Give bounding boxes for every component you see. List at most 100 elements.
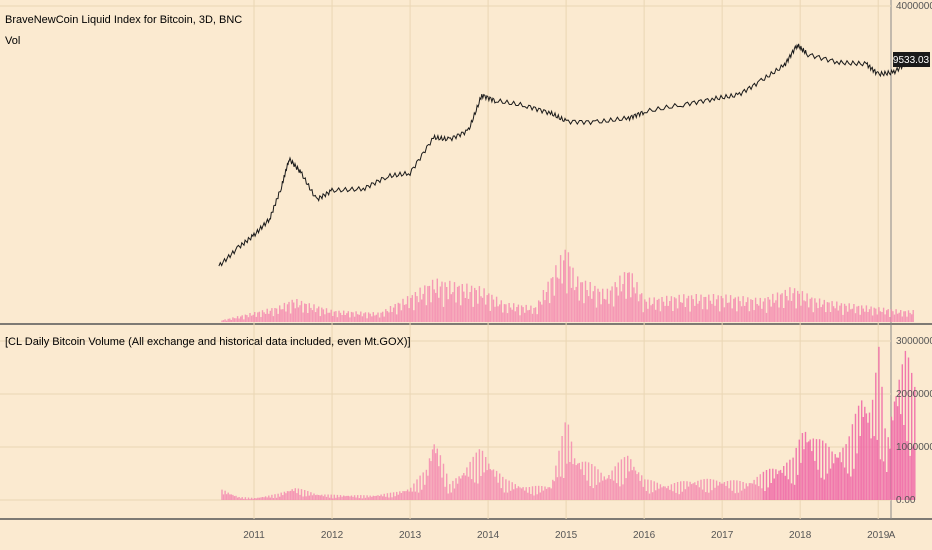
volume-bar: [820, 307, 822, 322]
volume-bar: [346, 313, 348, 322]
volume-bar: [511, 309, 513, 322]
volume-bar: [815, 302, 818, 322]
daily-volume-bar: [257, 497, 259, 500]
volume-bar: [339, 312, 342, 322]
volume-bar: [871, 315, 874, 322]
daily-volume-bar: [433, 444, 435, 500]
daily-volume-bar: [446, 473, 448, 500]
daily-volume-bar: [856, 453, 858, 500]
volume-bar: [912, 310, 914, 322]
daily-volume-bar: [893, 401, 896, 500]
volume-bar: [625, 298, 627, 322]
volume-bar: [452, 292, 454, 322]
daily-volume-bar: [467, 476, 470, 500]
volume-bar: [456, 286, 459, 322]
volume-bar: [753, 310, 755, 322]
daily-volume-bar: [722, 483, 724, 500]
volume-bar: [887, 309, 889, 322]
volume-bar: [800, 305, 802, 322]
daily-volume-bar: [756, 476, 758, 500]
daily-volume-bar: [759, 474, 761, 500]
daily-volume-bar: [524, 490, 526, 500]
daily-volume-bar: [598, 482, 601, 500]
volume-bar: [822, 304, 824, 322]
daily-volume-bar: [375, 495, 378, 500]
daily-volume-bar: [753, 479, 755, 500]
daily-volume-bar: [667, 485, 669, 500]
volume-bar: [252, 314, 254, 322]
volume-bar: [772, 293, 774, 322]
daily-volume-bar: [834, 454, 836, 500]
volume-bar: [225, 320, 228, 322]
volume-bar: [611, 286, 613, 322]
daily-volume-bar: [417, 492, 420, 500]
daily-volume-bar: [815, 439, 818, 500]
daily-volume-bar: [826, 473, 829, 500]
volume-bar: [485, 304, 487, 322]
volume-bar: [659, 311, 662, 322]
volume-bar: [474, 287, 476, 322]
daily-volume-bar: [339, 495, 342, 500]
daily-volume-bar: [758, 486, 760, 500]
volume-bar: [425, 305, 428, 322]
daily-volume-bar: [402, 491, 404, 500]
daily-volume-bar: [645, 491, 648, 500]
daily-volume-bar: [573, 458, 576, 500]
daily-volume-bar: [222, 494, 225, 500]
daily-volume-bar: [536, 494, 538, 500]
volume-bar: [845, 305, 847, 322]
volume-bar: [584, 280, 587, 322]
daily-volume-bar: [664, 486, 666, 500]
daily-volume-bar: [631, 470, 633, 500]
volume-bar: [797, 290, 799, 322]
daily-volume-bar: [382, 496, 384, 500]
daily-volume-bar: [711, 490, 713, 500]
volume-bar: [703, 297, 705, 322]
volume-bar: [790, 300, 793, 322]
volume-bar: [291, 299, 293, 322]
daily-volume-bar: [279, 496, 281, 500]
daily-volume-bar: [492, 469, 495, 500]
volume-bar: [442, 306, 445, 322]
volume-bar: [328, 312, 331, 322]
volume-bar: [533, 308, 535, 322]
daily-volume-bar: [502, 476, 504, 500]
daily-volume-bar: [803, 449, 805, 500]
volume-bar: [399, 303, 401, 322]
volume-bar: [906, 316, 908, 322]
volume-bar: [848, 303, 850, 322]
volume-bar: [776, 292, 779, 322]
daily-volume-bar: [859, 436, 861, 500]
volume-bar: [528, 309, 531, 322]
volume-bar: [639, 294, 641, 322]
volume-bar: [338, 310, 340, 322]
x-tick-label: A: [889, 530, 896, 541]
daily-volume-bar: [489, 469, 491, 500]
volume-bar: [536, 314, 538, 322]
volume-bar: [828, 302, 830, 322]
volume-bar: [416, 296, 418, 322]
daily-volume-bar: [506, 492, 509, 500]
volume-bar: [458, 285, 460, 322]
daily-volume-bar: [842, 447, 844, 500]
daily-volume-bar: [701, 489, 704, 500]
daily-volume-bar: [550, 488, 552, 500]
volume-bar: [229, 318, 231, 322]
volume-bar: [598, 291, 601, 322]
daily-volume-bar: [867, 422, 869, 500]
daily-volume-bar: [414, 491, 417, 500]
volume-bar: [480, 296, 482, 322]
volume-bar: [911, 314, 913, 322]
volume-bar: [247, 317, 250, 322]
volume-bar: [285, 311, 287, 322]
volume-bar: [695, 294, 697, 322]
daily-volume-bar: [814, 460, 816, 500]
daily-volume-bar: [895, 396, 897, 500]
volume-bar: [619, 275, 621, 322]
volume-bar: [274, 308, 276, 322]
volume-bar: [857, 305, 860, 322]
daily-volume-bar: [650, 480, 652, 500]
volume-bar: [406, 296, 409, 322]
volume-bar: [864, 311, 866, 322]
daily-volume-bar: [343, 495, 345, 500]
